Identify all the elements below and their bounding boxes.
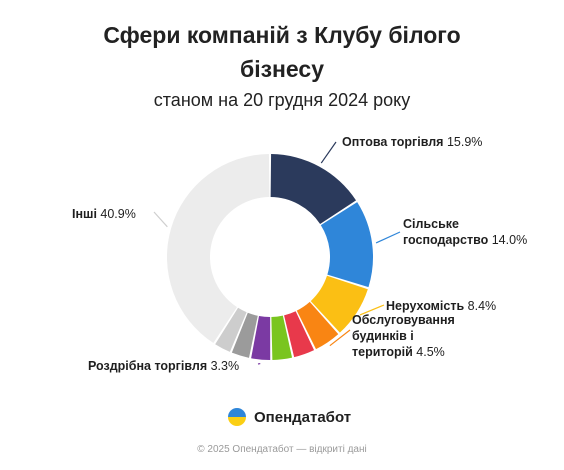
donut-slice-8 — [231, 312, 258, 358]
chart-subtitle: станом на 20 грудня 2024 року — [153, 90, 411, 110]
chart-title-line-2: бізнесу — [240, 56, 324, 82]
label-agriculture-value: 14.0% — [491, 233, 528, 247]
donut-slice-1 — [270, 154, 357, 225]
label-building-service: Обслуговування будинків і територій 4.5% — [352, 312, 455, 360]
donut-slice-7 — [251, 315, 271, 361]
leader-line-3 — [359, 304, 385, 316]
chart-title-line-1: Сфери компаній з Клубу білого — [103, 22, 461, 48]
donut-slices — [166, 154, 373, 361]
label-agriculture: Сільське господарство 14.0% — [403, 216, 527, 248]
chart-title: Сфери компаній з Клубу білого бізнесу — [0, 18, 564, 86]
label-retail-name: Роздрібна торгівля — [88, 359, 208, 373]
donut-slice-4 — [296, 301, 339, 350]
label-retail: Роздрібна торгівля 3.3% — [88, 358, 239, 374]
donut-slice-5 — [284, 311, 315, 358]
label-wholesale-value: 15.9% — [446, 135, 483, 149]
leader-line-2 — [375, 231, 401, 244]
label-other: Інші 40.9% — [72, 206, 136, 222]
leader-line-4 — [329, 329, 351, 347]
label-real-estate-value: 8.4% — [467, 299, 497, 313]
label-building-service-value: 4.5% — [416, 345, 445, 359]
label-agriculture-name-1: Сільське — [403, 217, 459, 231]
donut-slice-6 — [271, 315, 293, 360]
donut-slice-2 — [320, 202, 373, 288]
brand-logo: Опендатабот — [226, 406, 351, 428]
label-real-estate: Нерухомість 8.4% — [386, 298, 496, 314]
donut-slice-3 — [310, 275, 368, 333]
label-building-service-name-3: територій — [352, 345, 413, 359]
label-wholesale-name: Оптова торгівля — [342, 135, 444, 149]
label-real-estate-name: Нерухомість — [386, 299, 465, 313]
label-building-service-name-1: Обслуговування — [352, 313, 455, 327]
leader-line-6 — [153, 211, 168, 228]
label-retail-value: 3.3% — [210, 359, 240, 373]
brand-logo-icon — [228, 408, 246, 426]
leader-lines — [153, 141, 401, 365]
brand-name: Опендатабот — [254, 408, 352, 426]
donut-slice-9 — [215, 307, 247, 352]
footer-copyright: © 2025 Опендатабот — відкриті дані — [197, 444, 367, 455]
label-other-value: 40.9% — [100, 207, 136, 221]
label-agriculture-name-2: господарство — [403, 233, 489, 247]
label-building-service-name-2: будинків і — [352, 329, 414, 343]
leader-line-1 — [320, 141, 337, 164]
donut-slice-10 — [166, 154, 270, 344]
label-other-name: Інші — [72, 207, 97, 221]
label-wholesale: Оптова торгівля 15.9% — [342, 134, 482, 150]
